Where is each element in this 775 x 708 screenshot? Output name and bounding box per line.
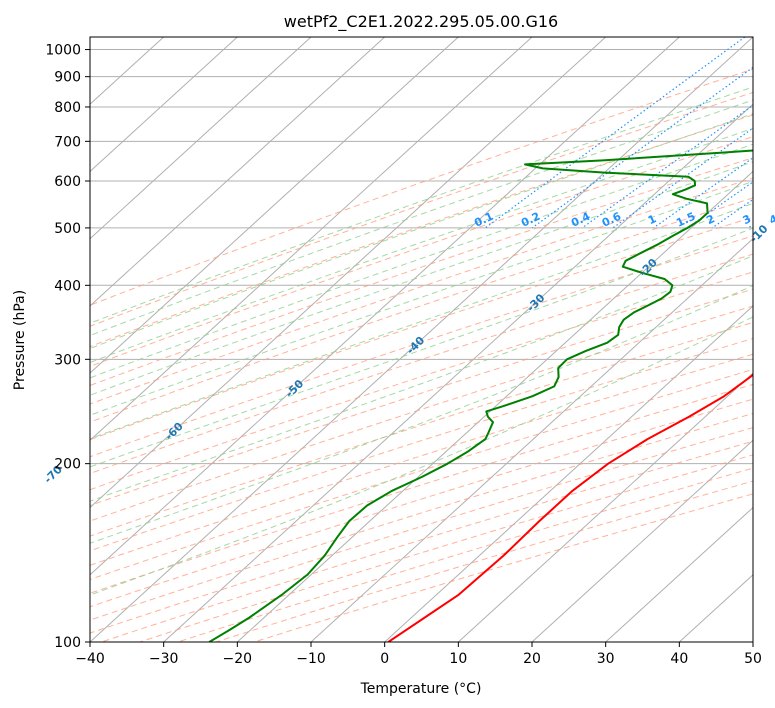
isotherm-line bbox=[236, 170, 753, 642]
isotherm-line bbox=[457, 372, 753, 642]
isotherm-line bbox=[90, 37, 312, 240]
y-tick-label: 500 bbox=[54, 221, 81, 237]
dry-adiabat-line bbox=[90, 271, 753, 491]
y-tick-label: 700 bbox=[54, 134, 81, 150]
x-tick-label: 0 bbox=[380, 651, 389, 667]
dry-adiabat-line bbox=[90, 177, 753, 405]
moist-adiabat-line bbox=[90, 202, 753, 440]
y-tick-label: 900 bbox=[54, 70, 81, 86]
moist-adiabat-line bbox=[90, 127, 753, 364]
dewpoint-profile-line bbox=[208, 149, 753, 642]
moist-adiabat-line bbox=[90, 285, 753, 544]
dry-adiabat-line bbox=[90, 114, 753, 348]
y-axis-label: Pressure (hPa) bbox=[12, 290, 28, 390]
isotherm-line bbox=[310, 237, 753, 642]
dry-adiabat-line bbox=[90, 321, 753, 537]
isotherm-line bbox=[90, 37, 607, 509]
dry-adiabat-line bbox=[90, 368, 753, 580]
moist-adiabat-line bbox=[90, 113, 753, 349]
y-tick-label: 800 bbox=[54, 100, 81, 116]
x-tick-label: 10 bbox=[449, 651, 467, 667]
x-tick-label: 20 bbox=[523, 651, 541, 667]
x-tick-label: 50 bbox=[744, 651, 762, 667]
chart-title: wetPf2_C2E1.2022.295.05.00.G16 bbox=[284, 12, 558, 32]
mixing-ratio-line bbox=[484, 37, 746, 229]
y-tick-label: 600 bbox=[54, 174, 81, 190]
isotherm-line bbox=[90, 37, 238, 173]
x-tick-label: 30 bbox=[597, 651, 615, 667]
x-tick-label: 40 bbox=[670, 651, 688, 667]
mixing-ratio-line bbox=[531, 66, 753, 229]
moist-adiabat-line bbox=[90, 161, 753, 396]
moist-adiabat-line bbox=[90, 143, 753, 379]
y-tick-label: 300 bbox=[54, 352, 81, 368]
temperature-profile-line bbox=[387, 373, 753, 642]
isotherm-line bbox=[531, 439, 753, 642]
y-tick-label: 100 bbox=[54, 635, 81, 651]
background-lines bbox=[90, 37, 753, 642]
x-axis-label: Temperature (°C) bbox=[360, 681, 482, 697]
isotherm-line bbox=[90, 37, 533, 442]
dry-adiabat-line bbox=[90, 216, 753, 441]
x-tick-label: −20 bbox=[223, 651, 253, 667]
dry-adiabat-line bbox=[90, 353, 753, 566]
isotherm-line bbox=[163, 103, 753, 642]
isotherm-line bbox=[90, 37, 386, 307]
isotherm-line bbox=[90, 37, 680, 576]
x-tick-label: −40 bbox=[75, 651, 105, 667]
isotherm-line bbox=[90, 37, 459, 374]
y-tick-label: 400 bbox=[54, 278, 81, 294]
y-tick-label: 200 bbox=[54, 457, 81, 473]
moist-adiabat-line bbox=[90, 255, 753, 502]
dry-adiabat-line bbox=[90, 68, 753, 306]
dry-adiabat-line bbox=[90, 305, 753, 522]
y-tick-label: 1000 bbox=[45, 43, 81, 59]
axis-ticks: −40 −30 −20 −10 0 10 20 30 40 50 100 200 300 400 500 60… bbox=[45, 43, 762, 667]
series-lines bbox=[208, 149, 753, 642]
x-tick-label: −10 bbox=[296, 651, 326, 667]
plot-frame bbox=[89, 36, 754, 643]
isotherm-line bbox=[605, 506, 753, 642]
dry-adiabat-line bbox=[90, 91, 753, 327]
x-tick-label: −30 bbox=[149, 651, 179, 667]
mixing-ratio-label: 4 bbox=[767, 212, 775, 227]
isotherm-line bbox=[384, 305, 753, 642]
mixing-ratio-line bbox=[653, 157, 753, 229]
